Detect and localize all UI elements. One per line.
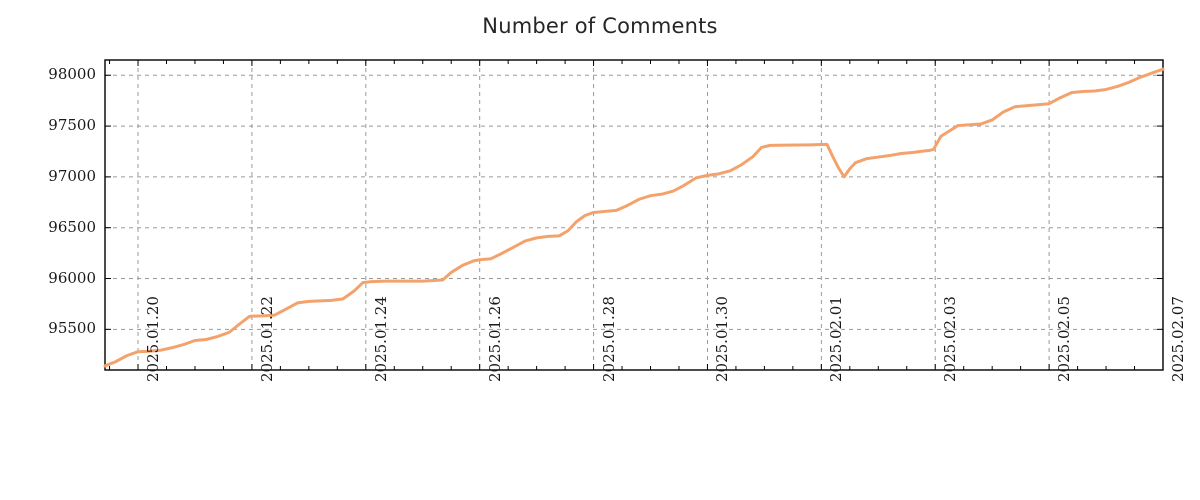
y-axis-tick-label: 96500 <box>48 217 96 236</box>
x-axis-tick-label: 2025.01.30 <box>713 296 732 382</box>
x-axis-tick-label: 2025.02.07 <box>1169 296 1187 382</box>
y-axis-tick-label: 98000 <box>48 65 96 84</box>
x-axis-tick-label: 2025.01.28 <box>599 296 618 382</box>
chart-title: Number of Comments <box>482 14 718 38</box>
plot-frame <box>104 59 1164 371</box>
x-axis-tick-label: 2025.01.26 <box>485 296 504 382</box>
y-axis-tick-label: 95500 <box>48 319 96 338</box>
x-axis-tick-label: 2025.01.20 <box>144 296 163 382</box>
x-axis-tick-label: 2025.02.05 <box>1055 296 1074 382</box>
x-axis-tick-label: 2025.02.01 <box>827 296 846 382</box>
x-axis-tick-label: 2025.02.03 <box>941 296 960 382</box>
y-axis-tick-label: 96000 <box>48 268 96 287</box>
y-axis-tick-label: 97500 <box>48 116 96 135</box>
gridlines <box>105 60 1164 370</box>
x-axis-tick-label: 2025.01.22 <box>257 296 276 382</box>
x-axis-tick-label: 2025.01.24 <box>371 296 390 382</box>
y-axis-tick-label: 97000 <box>48 166 96 185</box>
data-series <box>103 67 1165 368</box>
